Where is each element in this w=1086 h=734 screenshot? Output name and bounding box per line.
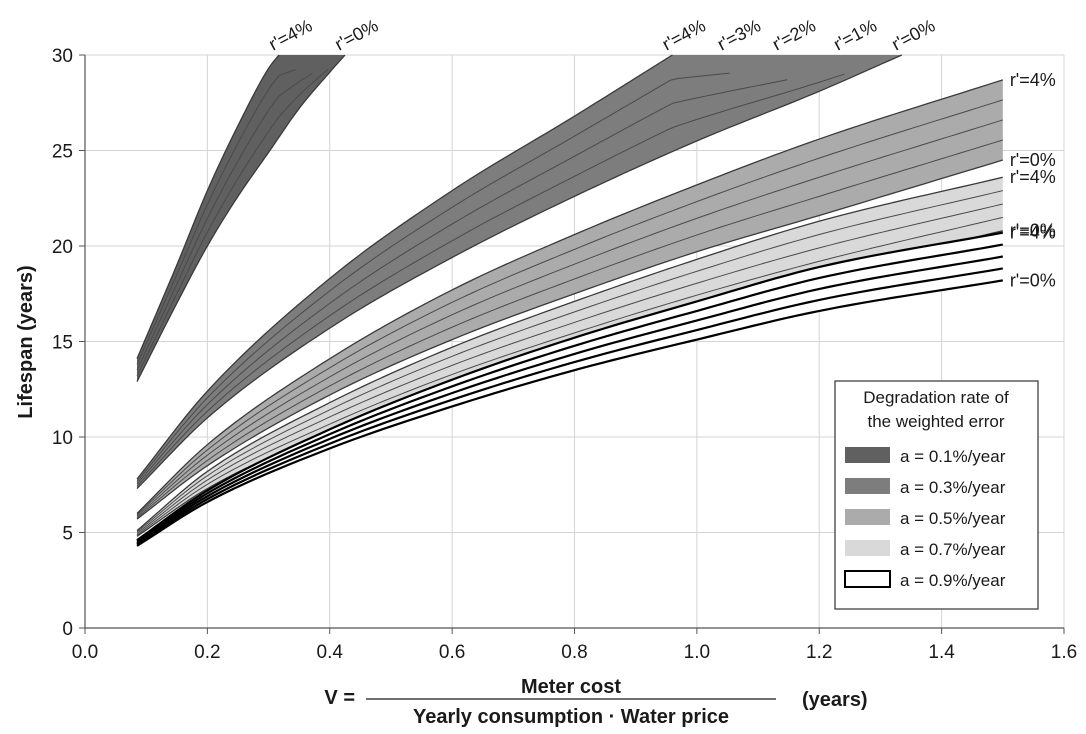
y-tick-label: 0 (62, 619, 73, 640)
curve-r-4-percent (136, 159, 1003, 520)
x-tick-label: 1.0 (684, 642, 710, 663)
legend-swatch (845, 509, 890, 525)
curve-r-4-percent (136, 54, 903, 490)
legend-item: a = 0.1%/year (845, 447, 1006, 466)
legend-item-label: a = 0.9%/year (900, 571, 1006, 590)
curve-label-right: r'=0% (1010, 221, 1056, 241)
curve-r-2-percent (136, 73, 313, 371)
legend-swatch (845, 478, 890, 494)
curve-label-right: r'=0% (1010, 270, 1056, 290)
x-label-numerator: Meter cost (521, 676, 621, 698)
curve-label-top: r'=4% (265, 15, 315, 54)
curve-r-3-percent (136, 267, 1003, 546)
x-label-unit: (years) (802, 689, 868, 711)
legend-swatch (845, 447, 890, 463)
curve-label-right: r'=4% (1010, 70, 1056, 90)
legend-item: a = 0.3%/year (845, 478, 1006, 497)
curve-label-top: r'=4% (659, 15, 709, 54)
curve-label-top: r'=0% (888, 15, 938, 54)
curve-r-1-percent (136, 72, 730, 482)
curve-r-3-percent (136, 139, 1003, 519)
legend-swatch (845, 540, 890, 556)
curve-r-0-percent (136, 54, 673, 480)
y-tick-label: 10 (52, 428, 73, 449)
x-label-prefix: V = (324, 687, 355, 709)
curve-r-4-percent (136, 54, 346, 382)
curve-r-3-percent (136, 68, 329, 377)
curve-r-1-percent (136, 69, 296, 365)
legend-item: a = 0.5%/year (845, 509, 1006, 528)
curve-r-2-percent (136, 203, 1003, 534)
curve-r-4-percent (136, 279, 1003, 547)
curve-label-right: r'=0% (1010, 150, 1056, 170)
curve-r-2-percent (136, 255, 1004, 544)
legend-item-label: a = 0.1%/year (900, 447, 1006, 466)
legend-item: a = 0.9%/year (844, 570, 1006, 590)
curve-r-0-percent (136, 176, 1003, 532)
band-1 (136, 54, 346, 382)
curve-r-1-percent (136, 243, 1004, 543)
y-tick-label: 5 (62, 524, 73, 545)
curve-r-0-percent (136, 79, 1004, 514)
x-axis-label: V = Meter cost Yearly consumption · Wate… (324, 676, 867, 728)
band-fill (137, 79, 1003, 520)
legend-item-label: a = 0.3%/year (900, 478, 1006, 497)
band-fill (137, 177, 1003, 537)
x-tick-label: 1.2 (806, 642, 832, 663)
curve-label-right: r'=4% (1010, 223, 1056, 243)
curve-label-top: r'=2% (769, 15, 819, 54)
x-label-denominator: Yearly consumption · Water price (413, 706, 729, 728)
x-tick-label: 0.2 (194, 642, 220, 663)
x-tick-label: 0.8 (561, 642, 587, 663)
x-tick-label: 0.4 (317, 642, 344, 663)
curve-r-0-percent (136, 231, 1004, 542)
legend-title-line-1: Degradation rate of (863, 388, 1009, 407)
bands (136, 54, 1004, 547)
legend: Degradation rate of the weighted error a… (834, 380, 1039, 610)
curve-label-top: r'=1% (830, 15, 880, 54)
x-tick-label: 1.4 (928, 642, 955, 663)
y-axis-label: Lifespan (years) (15, 265, 37, 418)
curve-r-0-percent (136, 54, 280, 359)
curve-r-1-percent (136, 190, 1003, 533)
legend-item-label: a = 0.5%/year (900, 509, 1006, 528)
band-5 (136, 231, 1004, 547)
band-3 (136, 79, 1004, 520)
y-tick-label: 20 (52, 237, 73, 258)
legend-title-line-2: the weighted error (867, 412, 1004, 431)
legend-item: a = 0.7%/year (845, 540, 1006, 559)
band-2 (136, 54, 903, 490)
curve-r-2-percent (136, 79, 788, 485)
x-tick-label: 0.6 (439, 642, 465, 663)
x-tick-label: 0.0 (72, 642, 98, 663)
curve-label-top: r'=3% (714, 15, 764, 54)
y-tick-label: 30 (52, 46, 73, 67)
curve-label-top: r'=0% (331, 15, 381, 54)
curve-r-1-percent (136, 99, 1003, 516)
curve-r-3-percent (136, 73, 845, 487)
legend-item-label: a = 0.7%/year (900, 540, 1006, 559)
x-tick-label: 1.6 (1051, 642, 1077, 663)
y-tick-label: 15 (52, 333, 73, 354)
band-fill (137, 232, 1003, 546)
curve-r-2-percent (136, 119, 1003, 517)
legend-swatch (844, 570, 891, 588)
curve-r-3-percent (136, 216, 1003, 536)
y-tick-label: 25 (52, 142, 73, 163)
curve-label-right: r'=4% (1010, 167, 1056, 187)
axes: 0.0 0.2 0.4 0.6 0.8 1.0 1.2 1.4 1.6 0 5 10 15 20 25 30 (52, 46, 1077, 663)
legend-items: a = 0.1%/year a = 0.3%/year a = 0.5%/year a… (844, 447, 1006, 590)
